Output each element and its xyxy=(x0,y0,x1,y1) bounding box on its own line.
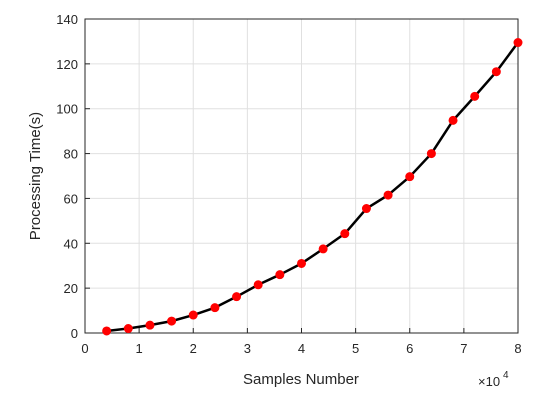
y-tick-label: 140 xyxy=(56,12,78,27)
y-tick-label: 80 xyxy=(64,147,78,162)
data-point xyxy=(426,149,436,159)
data-point xyxy=(318,244,328,254)
data-point xyxy=(448,115,458,125)
y-tick-label: 0 xyxy=(71,326,78,341)
x-tick-label: 7 xyxy=(460,341,467,356)
data-point xyxy=(102,326,112,336)
x-tick-label: 3 xyxy=(244,341,251,356)
y-tick-label: 20 xyxy=(64,281,78,296)
x-tick-label: 0 xyxy=(81,341,88,356)
data-point xyxy=(188,310,198,320)
data-point xyxy=(405,172,415,182)
y-tick-label: 100 xyxy=(56,102,78,117)
x-tick-label: 8 xyxy=(514,341,521,356)
y-tick-label: 120 xyxy=(56,57,78,72)
data-point xyxy=(145,320,155,330)
x-tick-label: 5 xyxy=(352,341,359,356)
data-point xyxy=(232,292,242,302)
data-point xyxy=(513,38,523,48)
axes-box xyxy=(84,18,519,334)
data-point xyxy=(210,303,220,313)
data-point xyxy=(297,258,306,268)
x-axis-label: Samples Number xyxy=(243,371,359,388)
y-tick-label: 60 xyxy=(64,191,78,206)
x-tick-label: 1 xyxy=(136,341,143,356)
data-point xyxy=(470,91,480,101)
data-point xyxy=(123,324,133,334)
x-tick-label: 6 xyxy=(406,341,413,356)
data-point xyxy=(275,270,285,280)
y-axis-label: Processing Time(s) xyxy=(27,112,44,240)
x-exponent: 4 xyxy=(503,370,509,381)
y-tick-label: 40 xyxy=(64,236,78,251)
x-exponent-base: ×10 xyxy=(478,374,500,389)
data-point xyxy=(361,204,371,214)
data-point xyxy=(167,316,177,326)
x-tick-label: 2 xyxy=(190,341,197,356)
data-point xyxy=(491,67,501,77)
x-tick-label: 4 xyxy=(298,341,305,356)
data-point xyxy=(253,280,263,290)
data-point xyxy=(383,190,393,200)
data-point xyxy=(340,229,350,239)
